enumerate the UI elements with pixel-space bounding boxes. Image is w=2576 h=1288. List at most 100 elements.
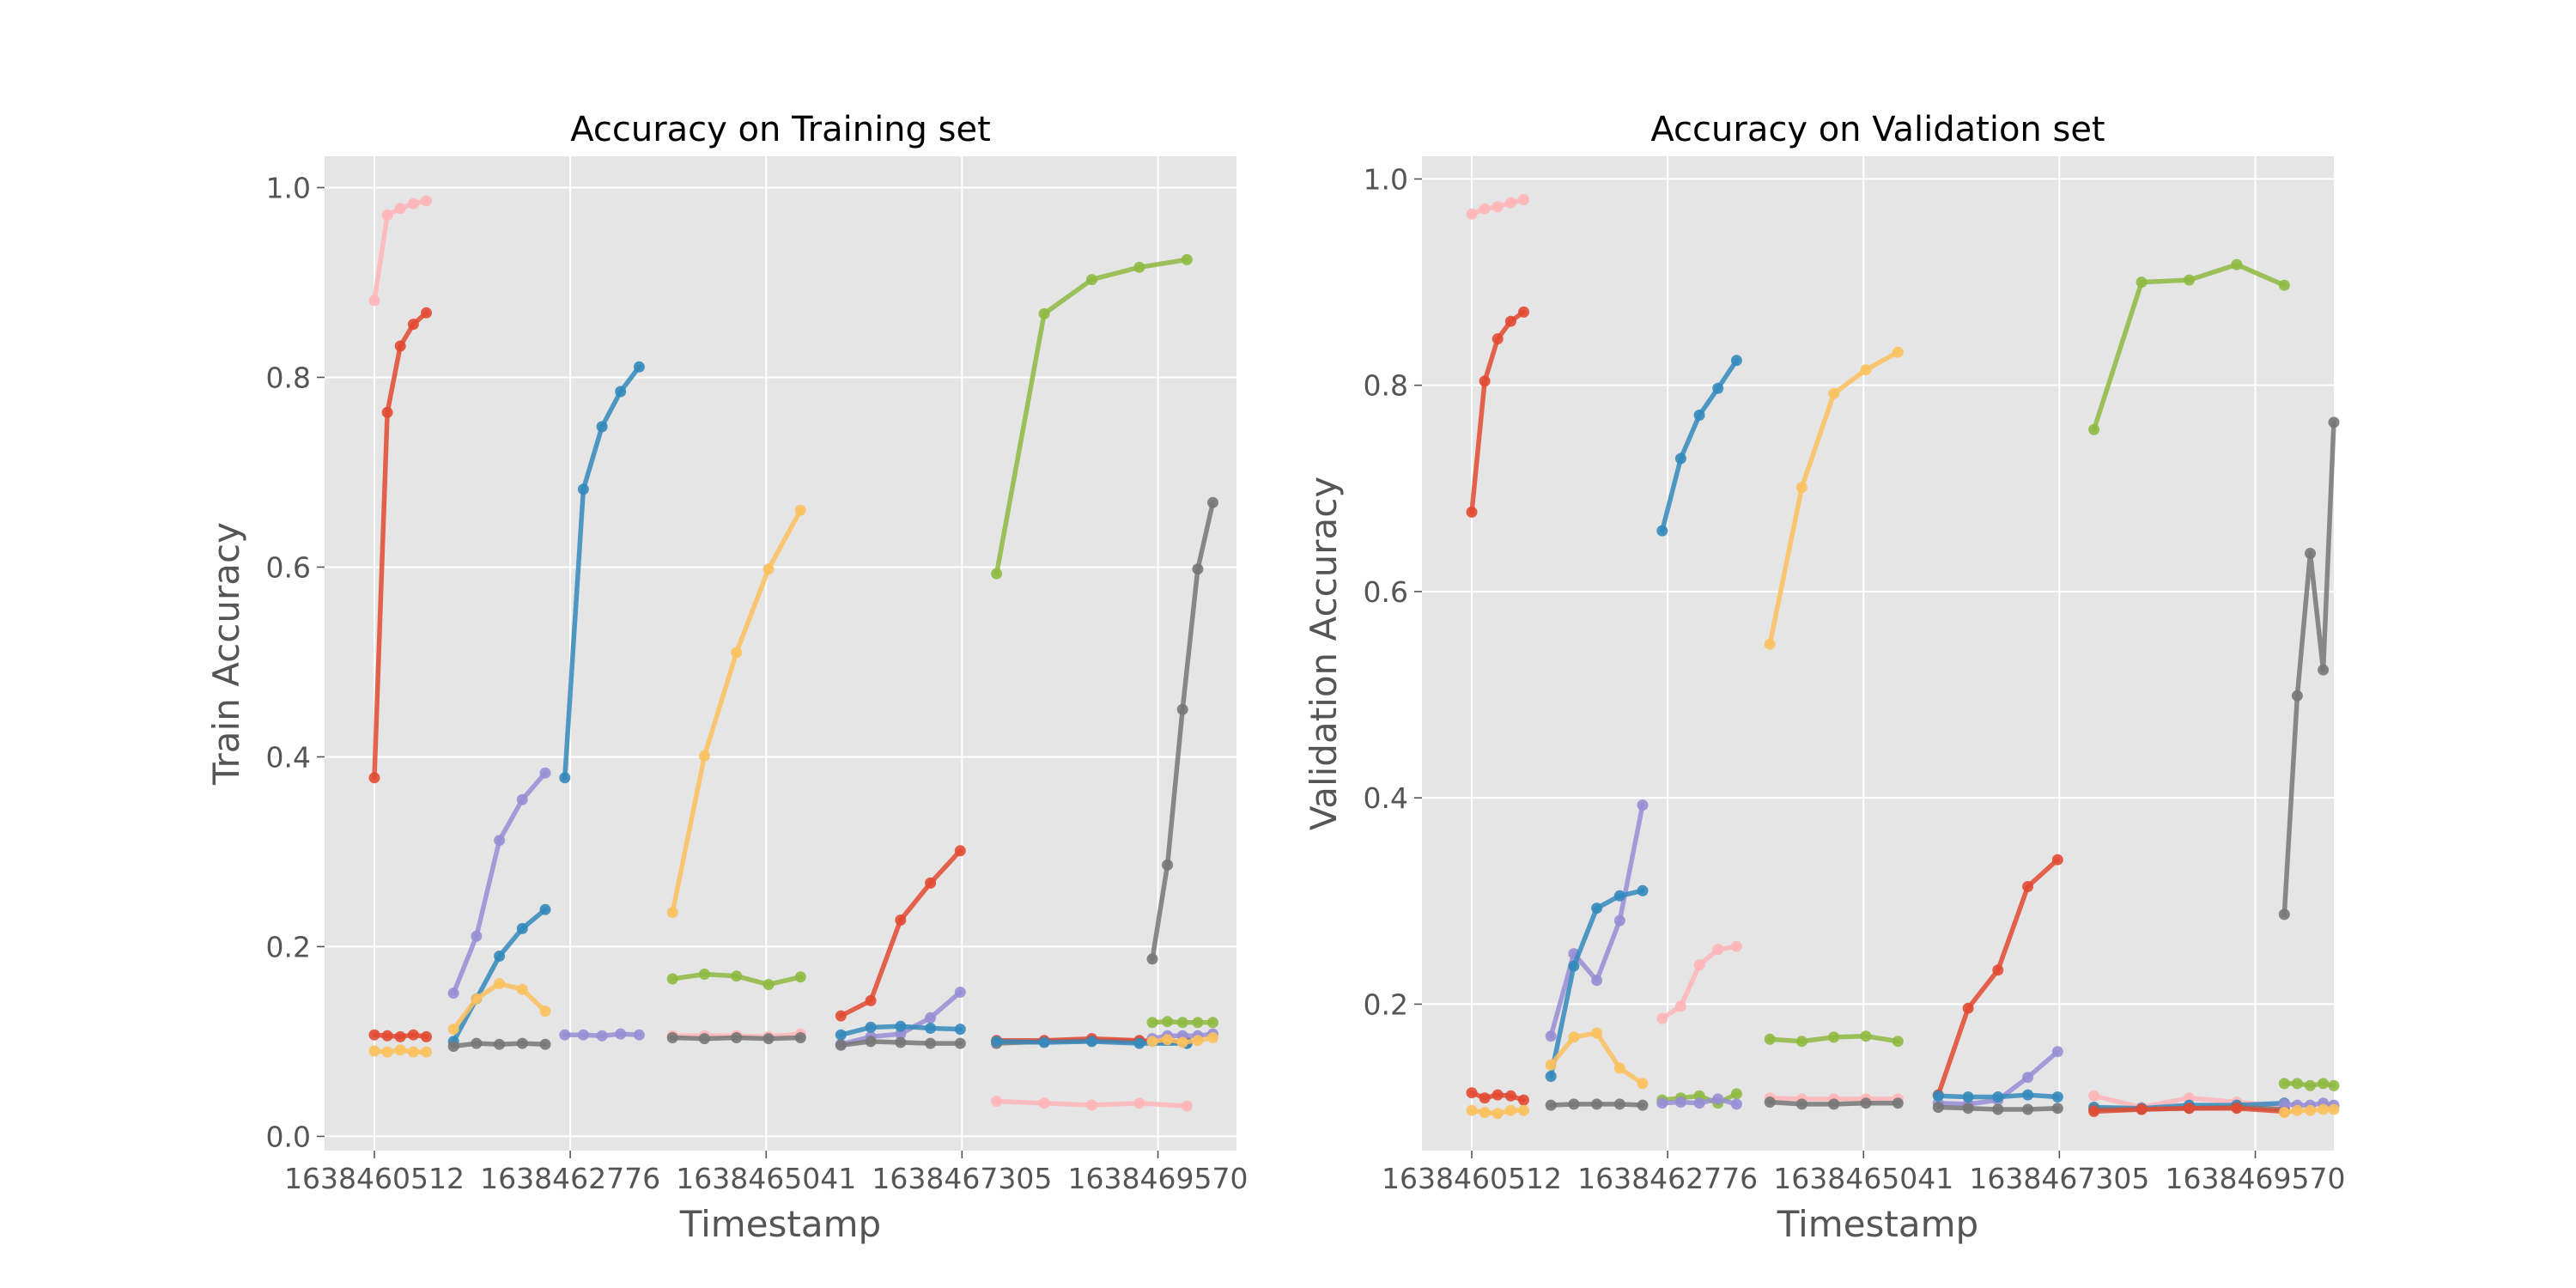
data-point xyxy=(615,386,627,398)
data-point xyxy=(1693,410,1705,421)
data-point xyxy=(596,421,608,433)
data-point xyxy=(1466,1104,1478,1116)
data-point xyxy=(2305,548,2316,559)
data-point xyxy=(666,1032,678,1043)
data-point xyxy=(2318,664,2330,676)
data-point xyxy=(1637,884,1649,896)
data-point xyxy=(1479,203,1491,215)
data-point xyxy=(1591,975,1603,987)
data-point xyxy=(2051,1091,2063,1103)
data-point xyxy=(1176,1036,1188,1048)
y-tick-label: 0.0 xyxy=(266,1120,311,1153)
series-9 xyxy=(559,1028,645,1042)
series-26 xyxy=(1146,1032,1218,1048)
data-point xyxy=(1828,387,1840,399)
data-point xyxy=(1764,638,1776,650)
data-point xyxy=(471,1037,483,1049)
data-point xyxy=(794,971,806,983)
data-point xyxy=(577,483,589,495)
series-13 xyxy=(666,1032,806,1045)
data-point xyxy=(539,1005,551,1018)
data-point xyxy=(835,1029,847,1041)
series-7 xyxy=(1545,1098,1649,1111)
series-15 xyxy=(1764,1097,1904,1110)
data-point xyxy=(539,767,551,779)
data-point xyxy=(1146,1036,1158,1048)
chart-title: Accuracy on Validation set xyxy=(1650,110,2105,149)
data-point xyxy=(1992,1103,2004,1115)
data-point xyxy=(1086,1036,1097,1048)
data-point xyxy=(2278,1107,2290,1119)
data-point xyxy=(991,568,1003,580)
data-point xyxy=(895,914,907,926)
data-point xyxy=(794,504,806,516)
training-accuracy-chart: 1638460512 1638462776 1638465041 1638467305… xyxy=(205,110,1249,1245)
data-point xyxy=(1764,1033,1776,1045)
data-point xyxy=(2022,1103,2034,1115)
series-14 xyxy=(835,845,966,1022)
data-point xyxy=(1962,1002,1974,1014)
series-22 xyxy=(991,1096,1193,1112)
series-13 xyxy=(1764,1030,1904,1048)
y-tick-label: 0.2 xyxy=(266,930,311,963)
y-tick-label: 0.4 xyxy=(266,740,311,774)
data-point xyxy=(1207,1017,1218,1029)
data-point xyxy=(421,1046,432,1058)
data-point xyxy=(394,1044,406,1056)
data-point xyxy=(1133,1037,1145,1049)
y-tick-label: 0.4 xyxy=(1364,781,1408,815)
y-tick-label: 0.6 xyxy=(1364,575,1408,609)
x-tick-label: 1638462776 xyxy=(480,1162,660,1195)
data-point xyxy=(2022,1089,2034,1101)
data-point xyxy=(1181,1100,1193,1112)
data-point xyxy=(1518,194,1529,205)
data-point xyxy=(2278,908,2290,920)
data-point xyxy=(1466,506,1478,518)
series-4 xyxy=(1545,799,1649,1042)
data-point xyxy=(1162,859,1174,871)
data-point xyxy=(1162,1016,1174,1028)
data-point xyxy=(2291,1078,2303,1090)
data-point xyxy=(2318,1078,2330,1090)
series-2 xyxy=(1466,1087,1529,1106)
data-point xyxy=(1591,1027,1603,1039)
x-tick-label: 1638469570 xyxy=(2166,1162,2346,1195)
data-point xyxy=(1860,1030,1872,1042)
series-3 xyxy=(368,1044,432,1058)
data-point xyxy=(421,1030,432,1042)
data-point xyxy=(381,1030,393,1042)
data-point xyxy=(1207,1032,1218,1043)
data-point xyxy=(1764,1097,1776,1108)
plot-area xyxy=(325,156,1236,1151)
data-point xyxy=(1192,1035,1204,1047)
data-point xyxy=(1712,382,1724,394)
x-axis-label: Timestamp xyxy=(1777,1203,1978,1245)
data-point xyxy=(1479,1107,1491,1119)
data-point xyxy=(1133,1097,1145,1109)
data-point xyxy=(865,994,877,1006)
data-point xyxy=(1181,253,1193,265)
data-point xyxy=(698,750,710,762)
data-point xyxy=(1613,1098,1625,1110)
data-point xyxy=(516,922,528,934)
data-point xyxy=(1479,375,1491,387)
data-point xyxy=(1518,306,1529,318)
data-point xyxy=(1637,799,1649,811)
data-point xyxy=(2136,276,2148,289)
data-point xyxy=(447,987,459,999)
data-point xyxy=(577,1029,589,1041)
data-point xyxy=(368,1029,380,1041)
data-point xyxy=(1038,1097,1050,1109)
data-point xyxy=(2088,423,2100,435)
grid xyxy=(325,156,1236,1151)
data-point xyxy=(954,987,966,998)
data-point xyxy=(1674,453,1686,465)
data-point xyxy=(1613,1062,1625,1074)
data-point xyxy=(1656,525,1668,537)
data-point xyxy=(1932,1090,1944,1102)
data-point xyxy=(1712,1093,1724,1105)
series-26 xyxy=(2278,1078,2340,1091)
data-point xyxy=(2051,1103,2063,1115)
x-axis-label: Timestamp xyxy=(679,1203,881,1245)
x-tick-label: 1638469570 xyxy=(1068,1162,1249,1195)
